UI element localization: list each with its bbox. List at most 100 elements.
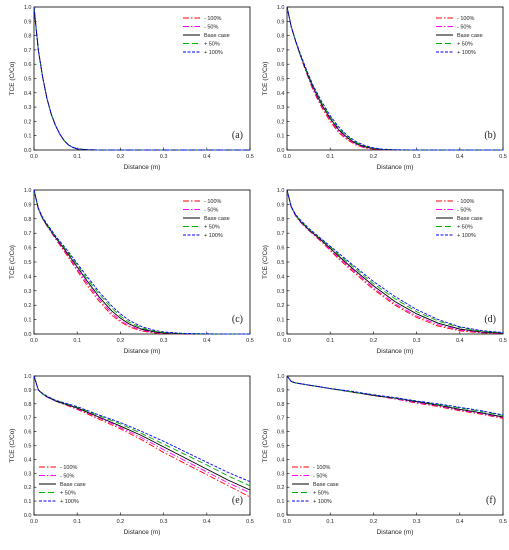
y-tick-label: 0.8 — [24, 217, 32, 223]
legend-label: + 100% — [204, 50, 223, 56]
y-tick-label: 0.9 — [24, 19, 32, 25]
x-axis-title: Distance (m) — [124, 529, 161, 536]
legend-label: Base case — [313, 482, 339, 488]
legend-label: Base case — [204, 33, 230, 39]
y-tick-label: 0.9 — [24, 388, 32, 394]
legend-label: + 50% — [457, 225, 473, 231]
y-tick-label: 0.6 — [277, 62, 285, 68]
y-tick-label: 0.8 — [277, 34, 285, 40]
y-tick-label: 0.1 — [24, 318, 32, 324]
y-tick-label: 1.0 — [277, 374, 285, 380]
y-tick-label: 0.4 — [24, 457, 32, 463]
y-tick-label: 0.2 — [277, 119, 285, 125]
legend-label: + 100% — [204, 233, 223, 239]
y-tick-label: 0.5 — [277, 444, 285, 450]
y-tick-label: 0.4 — [277, 274, 285, 280]
y-tick-label: 0.6 — [277, 246, 285, 252]
x-tick-label: 0.0 — [30, 338, 38, 344]
y-tick-label: 0.8 — [277, 402, 285, 408]
legend-label: + 100% — [457, 50, 476, 56]
y-tick-label: 0.1 — [24, 499, 32, 505]
y-tick-label: 0.6 — [24, 246, 32, 252]
legend-label: - 50% — [457, 25, 471, 31]
y-tick-label: 0.5 — [24, 444, 32, 450]
legend-label: + 50% — [457, 42, 473, 48]
x-tick-label: 0.4 — [203, 338, 211, 344]
y-tick-label: 0.4 — [24, 274, 32, 280]
x-tick-label: 0.4 — [456, 338, 464, 344]
panel-label: (f) — [486, 495, 496, 506]
y-tick-label: 0.4 — [277, 457, 285, 463]
x-tick-label: 0.2 — [370, 519, 378, 525]
legend-label: + 100% — [313, 499, 332, 505]
y-tick-label: 0.7 — [24, 48, 32, 54]
x-tick-label: 0.5 — [499, 338, 507, 344]
x-axis-title: Distance (m) — [124, 164, 161, 171]
y-axis-title: TCE (C/Co) — [9, 429, 16, 463]
series-line-5 — [33, 6, 250, 151]
legend-label: + 50% — [204, 225, 220, 231]
chart-panel-a: 0.0 0.1 0.2 0.3 0.4 0.5 0.6 0.7 0.8 0.9 1.0 0.0 0.1 0… — [9, 5, 254, 171]
y-tick-label: 0.7 — [277, 48, 285, 54]
y-axis-title: TCE (C/Co) — [9, 62, 16, 96]
legend-label: - 50% — [60, 474, 74, 480]
x-axis-title: Distance (m) — [377, 164, 414, 171]
legend-label: - 50% — [313, 474, 327, 480]
series-line-5 — [33, 189, 250, 335]
legend-label: Base case — [457, 216, 483, 222]
x-tick-label: 0.3 — [160, 519, 168, 525]
chart-panel-f: 0.0 0.1 0.2 0.3 0.4 0.5 0.6 0.7 0.8 0.9 1.0 0.0 0.1 0… — [262, 374, 507, 536]
legend-label: - 100% — [60, 465, 78, 471]
y-tick-label: 0.9 — [277, 202, 285, 208]
y-tick-label: 0.0 — [24, 148, 32, 154]
y-tick-label: 0.0 — [24, 513, 32, 519]
panel-label: (d) — [484, 314, 496, 325]
y-tick-label: 0.0 — [277, 332, 285, 338]
chart-panel-b: 0.0 0.1 0.2 0.3 0.4 0.5 0.6 0.7 0.8 0.9 1.0 0.0 0.1 0… — [262, 5, 507, 171]
y-tick-label: 0.4 — [24, 91, 32, 97]
x-tick-label: 0.2 — [370, 338, 378, 344]
y-tick-label: 1.0 — [277, 5, 285, 11]
y-tick-label: 0.7 — [24, 416, 32, 422]
legend-label: - 100% — [313, 465, 331, 471]
y-tick-label: 0.5 — [277, 260, 285, 266]
y-tick-label: 1.0 — [24, 5, 32, 11]
x-tick-label: 0.2 — [117, 519, 125, 525]
x-tick-label: 0.2 — [370, 154, 378, 160]
y-tick-label: 0.7 — [277, 416, 285, 422]
x-tick-label: 0.1 — [73, 338, 81, 344]
y-tick-label: 0.6 — [24, 62, 32, 68]
panel-label: (b) — [484, 130, 496, 141]
y-tick-label: 0.6 — [277, 430, 285, 436]
x-tick-label: 0.1 — [326, 519, 334, 525]
y-tick-label: 1.0 — [277, 188, 285, 194]
series-line-4 — [286, 6, 503, 151]
x-tick-label: 0.3 — [160, 154, 168, 160]
y-tick-label: 0.1 — [24, 134, 32, 140]
x-tick-label: 0.5 — [246, 338, 254, 344]
plot-frame — [286, 6, 504, 151]
y-tick-label: 0.2 — [277, 303, 285, 309]
y-tick-label: 0.0 — [277, 148, 285, 154]
x-tick-label: 0.3 — [160, 338, 168, 344]
panel-label: (e) — [232, 495, 243, 506]
series-line-5 — [286, 6, 503, 151]
series-line-1 — [33, 189, 250, 335]
x-tick-label: 0.5 — [246, 154, 254, 160]
x-tick-label: 0.5 — [499, 519, 507, 525]
x-tick-label: 0.5 — [246, 519, 254, 525]
x-tick-label: 0.1 — [73, 154, 81, 160]
x-axis-title: Distance (m) — [377, 348, 414, 355]
legend-label: - 100% — [457, 199, 475, 205]
x-tick-label: 0.1 — [326, 154, 334, 160]
y-tick-label: 0.2 — [24, 303, 32, 309]
series-line-4 — [286, 189, 504, 334]
x-tick-label: 0.0 — [283, 519, 291, 525]
legend-label: Base case — [204, 216, 230, 222]
chart-panel-e: 0.0 0.1 0.2 0.3 0.4 0.5 0.6 0.7 0.8 0.9 1.0 0.0 0.1 0… — [9, 374, 254, 536]
y-tick-label: 0.6 — [24, 430, 32, 436]
y-tick-label: 1.0 — [24, 188, 32, 194]
legend: - 100% - 50% Base case + 50% + 100% — [183, 199, 230, 239]
y-tick-label: 0.5 — [24, 260, 32, 266]
